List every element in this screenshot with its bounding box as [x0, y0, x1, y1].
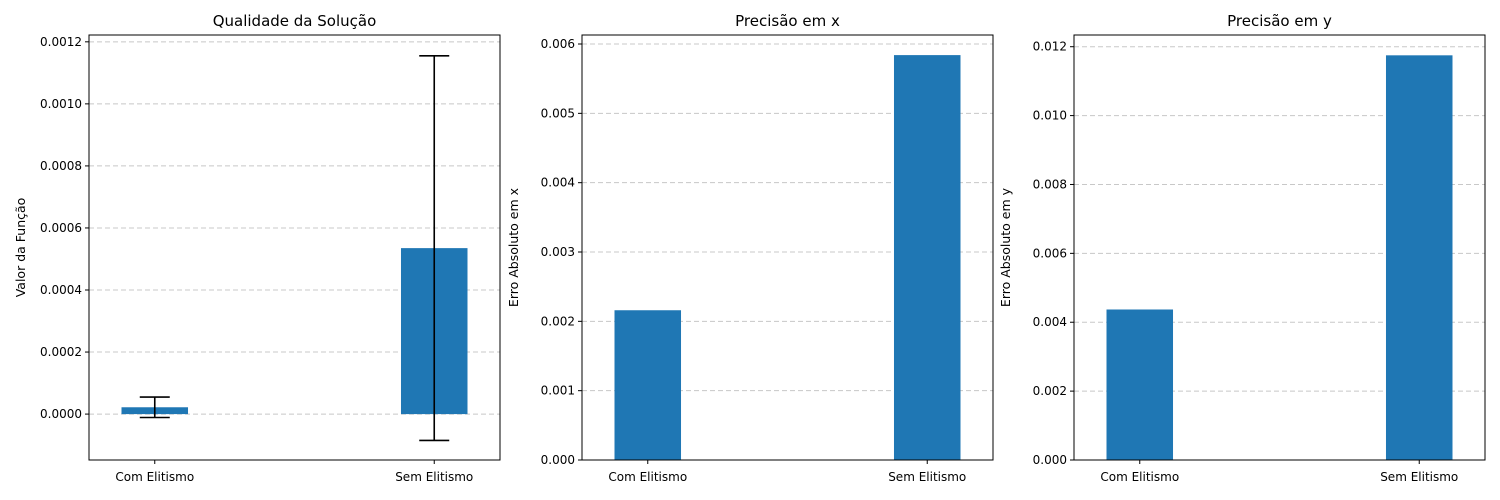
y-tick-label: 0.005 [541, 106, 575, 120]
y-tick-label: 0.008 [1033, 177, 1067, 191]
y-tick-label: 0.0000 [40, 407, 82, 421]
y-axis-label: Erro Absoluto em y [998, 187, 1013, 307]
x-tick-label: Com Elitismo [1100, 470, 1179, 484]
y-tick-label: 0.003 [541, 245, 575, 259]
bar-2 [1385, 55, 1453, 460]
y-tick-label: 0.0010 [40, 97, 82, 111]
bar-1 [1106, 309, 1174, 460]
chart-title: Precisão em x [735, 12, 840, 30]
y-axis-label: Erro Absoluto em x [506, 188, 521, 307]
y-tick-label: 0.0012 [40, 35, 82, 49]
y-tick-label: 0.000 [1033, 453, 1067, 467]
y-tick-label: 0.0008 [40, 159, 82, 173]
chart-title: Qualidade da Solução [213, 12, 377, 30]
error-bar-1 [139, 396, 170, 419]
chart-2: 0.000 0.001 0.002 0.003 0.004 0.005 0.006 Com E… [506, 12, 994, 484]
y-axis-label: Valor da Função [13, 198, 28, 298]
y-tick-label: 0.010 [1033, 109, 1067, 123]
chart-1: 0.0000 0.0002 0.0004 0.0006 0.0008 0.0010 0.00… [13, 12, 501, 484]
y-tick-label: 0.0006 [40, 221, 82, 235]
chart-3: 0.000 0.002 0.004 0.006 0.008 0.010 0.012 Com E… [998, 12, 1486, 484]
y-tick-label: 0.001 [541, 384, 575, 398]
y-tick-label: 0.002 [1033, 384, 1067, 398]
error-bar-2 [419, 54, 450, 442]
bar-1 [614, 310, 682, 460]
y-tick-label: 0.002 [541, 314, 575, 328]
chart-title: Precisão em y [1227, 12, 1332, 30]
x-tick-label: Com Elitismo [608, 470, 687, 484]
y-tick-label: 0.004 [541, 176, 575, 190]
axes-frame [88, 34, 501, 461]
y-tick-label: 0.012 [1033, 40, 1067, 54]
y-tick-label: 0.0002 [40, 345, 82, 359]
y-tick-label: 0.000 [541, 453, 575, 467]
x-tick-label: Sem Elitismo [1380, 470, 1458, 484]
axes-frame [1073, 34, 1486, 461]
x-tick-label: Sem Elitismo [888, 470, 966, 484]
y-tick-label: 0.0004 [40, 283, 82, 297]
x-tick-label: Com Elitismo [115, 470, 194, 484]
y-tick-label: 0.004 [1033, 315, 1067, 329]
y-tick-label: 0.006 [541, 37, 575, 51]
y-tick-label: 0.006 [1033, 246, 1067, 260]
bar-2 [893, 55, 961, 460]
x-tick-label: Sem Elitismo [395, 470, 473, 484]
axes-frame [581, 34, 994, 461]
